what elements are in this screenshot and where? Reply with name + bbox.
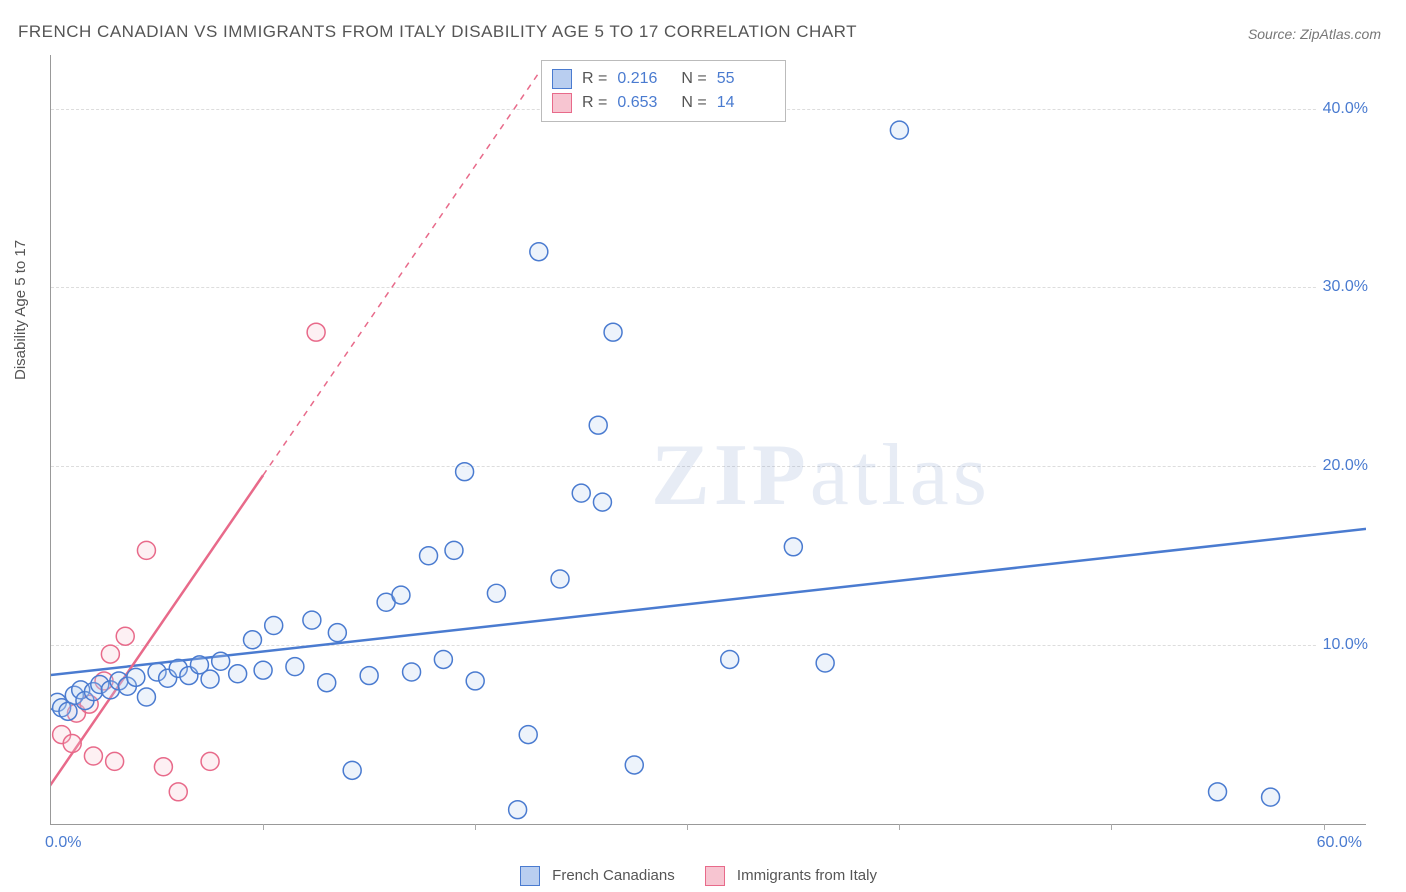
stats-swatch-pink <box>552 93 572 113</box>
scatter-point-blue <box>445 541 463 559</box>
trend-line-pink-dashed <box>263 73 539 475</box>
scatter-point-blue <box>343 761 361 779</box>
chart-title: FRENCH CANADIAN VS IMMIGRANTS FROM ITALY… <box>18 22 857 42</box>
scatter-point-blue <box>360 667 378 685</box>
scatter-point-blue <box>816 654 834 672</box>
x-tick-mark <box>475 824 476 830</box>
scatter-point-blue <box>466 672 484 690</box>
legend-bottom: French Canadians Immigrants from Italy <box>520 866 877 886</box>
stats-n-pink: 14 <box>717 91 771 115</box>
scatter-point-blue <box>1209 783 1227 801</box>
scatter-point-blue <box>137 688 155 706</box>
scatter-point-blue <box>420 547 438 565</box>
stats-r-label: R = <box>582 67 607 91</box>
scatter-point-blue <box>392 586 410 604</box>
legend-swatch-pink <box>705 866 725 886</box>
scatter-point-blue <box>318 674 336 692</box>
scatter-point-pink <box>137 541 155 559</box>
y-axis-title: Disability Age 5 to 17 <box>12 240 29 380</box>
scatter-point-blue <box>509 801 527 819</box>
stats-n-label: N = <box>681 91 706 115</box>
legend-label-pink: Immigrants from Italy <box>737 867 877 884</box>
scatter-point-blue <box>243 631 261 649</box>
scatter-point-blue <box>229 665 247 683</box>
scatter-point-blue <box>127 668 145 686</box>
scatter-point-pink <box>154 758 172 776</box>
scatter-point-blue <box>212 652 230 670</box>
scatter-point-pink <box>84 747 102 765</box>
source-attribution: Source: ZipAtlas.com <box>1248 26 1381 42</box>
scatter-point-blue <box>265 617 283 635</box>
scatter-point-blue <box>604 323 622 341</box>
scatter-point-blue <box>434 650 452 668</box>
correlation-stats-box: R = 0.216 N = 55 R = 0.653 N = 14 <box>541 60 786 122</box>
scatter-point-blue <box>1262 788 1280 806</box>
scatter-point-blue <box>456 463 474 481</box>
x-tick-mark <box>1324 824 1325 830</box>
scatter-point-blue <box>254 661 272 679</box>
x-axis-min-label: 0.0% <box>45 834 81 852</box>
scatter-point-blue <box>589 416 607 434</box>
trend-line-blue <box>51 529 1366 677</box>
x-tick-mark <box>1111 824 1112 830</box>
scatter-point-blue <box>303 611 321 629</box>
scatter-point-blue <box>625 756 643 774</box>
scatter-point-pink <box>101 645 119 663</box>
legend-swatch-blue <box>520 866 540 886</box>
scatter-point-blue <box>721 650 739 668</box>
scatter-point-pink <box>106 752 124 770</box>
scatter-point-blue <box>328 624 346 642</box>
scatter-point-blue <box>403 663 421 681</box>
stats-n-blue: 55 <box>717 67 771 91</box>
stats-n-label: N = <box>681 67 706 91</box>
scatter-point-blue <box>593 493 611 511</box>
stats-r-pink: 0.653 <box>617 91 671 115</box>
stats-r-label: R = <box>582 91 607 115</box>
legend-item-pink: Immigrants from Italy <box>705 866 877 886</box>
scatter-point-blue <box>572 484 590 502</box>
scatter-point-blue <box>551 570 569 588</box>
scatter-point-blue <box>890 121 908 139</box>
legend-item-blue: French Canadians <box>520 866 675 886</box>
x-axis-max-label: 60.0% <box>1317 834 1362 852</box>
x-tick-mark <box>899 824 900 830</box>
scatter-point-blue <box>59 702 77 720</box>
chart-plot-area: 10.0%20.0%30.0%40.0% 0.0% 60.0% R = 0.21… <box>50 55 1366 825</box>
stats-swatch-blue <box>552 69 572 89</box>
stats-r-blue: 0.216 <box>617 67 671 91</box>
scatter-point-blue <box>201 670 219 688</box>
scatter-point-pink <box>307 323 325 341</box>
scatter-svg <box>51 55 1366 824</box>
scatter-point-pink <box>169 783 187 801</box>
scatter-point-pink <box>116 627 134 645</box>
stats-row-blue: R = 0.216 N = 55 <box>552 67 771 91</box>
scatter-point-blue <box>530 243 548 261</box>
scatter-point-blue <box>487 584 505 602</box>
legend-label-blue: French Canadians <box>552 867 675 884</box>
x-tick-mark <box>263 824 264 830</box>
scatter-point-pink <box>201 752 219 770</box>
scatter-point-blue <box>519 726 537 744</box>
x-tick-mark <box>687 824 688 830</box>
scatter-point-pink <box>63 735 81 753</box>
scatter-point-blue <box>784 538 802 556</box>
stats-row-pink: R = 0.653 N = 14 <box>552 91 771 115</box>
scatter-point-blue <box>286 658 304 676</box>
